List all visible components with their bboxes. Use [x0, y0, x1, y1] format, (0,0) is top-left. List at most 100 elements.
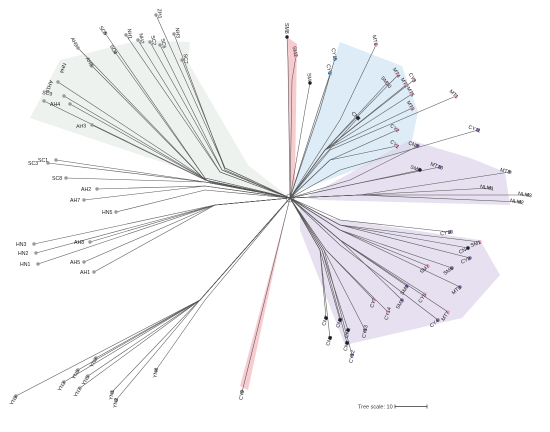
leaf-dot-hn1 — [36, 262, 40, 266]
leaf-label-hn1: HN1 — [20, 262, 30, 268]
leaf-dot-hn2 — [34, 251, 38, 255]
leaf-dot-sm9 — [405, 284, 409, 288]
branch-cn8 — [289, 145, 419, 199]
leaf-dot-cy2 — [395, 128, 399, 132]
branch-yn6 — [77, 197, 291, 371]
leaf-label-sc2: SC2 — [149, 35, 157, 46]
leaf-label-sm1: SM1 — [470, 240, 482, 249]
leaf-label-cy1: CY1 — [388, 139, 400, 150]
branch-hn1 — [37, 197, 291, 265]
leaf-label-mt2: MT2 — [399, 77, 409, 89]
leaf-label-nh3: NH3 — [174, 27, 181, 38]
leaf-label-cy6: CY6 — [325, 64, 333, 75]
leaf-dot-sm10 — [385, 81, 389, 85]
branch-ah5 — [83, 197, 291, 263]
leaf-label-cy9: CY9 — [238, 389, 246, 400]
leaf-label-nlm1: NLM1 — [479, 184, 494, 192]
leaf-label-cy4: CY4 — [429, 318, 441, 329]
red-clade-top — [287, 37, 297, 198]
leaf-label-cn1: CN1 — [344, 327, 353, 339]
leaf-label-cn4: CN4 — [458, 246, 470, 256]
leaf-label-cy13: CY13 — [361, 325, 369, 339]
leaf-label-mt8: MT8 — [499, 167, 511, 176]
leaf-label-hn3: HN3 — [16, 242, 26, 248]
leaf-label-sc5: SC5 — [97, 25, 108, 37]
leaf-label-hn2: HN2 — [18, 251, 28, 257]
branch-yn4 — [155, 197, 291, 371]
leaf-label-ah6: AH6 — [84, 56, 94, 68]
branch-ah7 — [83, 185, 291, 201]
leaf-label-yn6: YN6 — [71, 369, 81, 381]
leaf-label-sm8: SM8 — [283, 23, 289, 34]
leaf-dot-cy5 — [423, 292, 427, 296]
leaf-label-yn8: YN8 — [89, 357, 99, 369]
leaf-label-sm2: SM2 — [291, 46, 299, 58]
leaf-label-mt5: MT5 — [405, 86, 415, 98]
branch-nh2 — [137, 39, 291, 199]
leaf-dot-yn9 — [14, 394, 18, 398]
leaf-dot-cn2 — [345, 341, 349, 345]
leaf-dot-cy12 — [350, 353, 354, 357]
scale-bar: Tree scale: 10 — [358, 404, 428, 411]
branch-cy11 — [289, 129, 479, 199]
leaf-label-cy7: CY7 — [369, 297, 378, 309]
leaf-label-cy2: CY2 — [388, 123, 400, 134]
leaf-label-ah4: AH4 — [50, 102, 60, 108]
branch-ah1 — [93, 197, 291, 273]
leaf-dot-mt8 — [508, 170, 512, 174]
leaf-dot-ah10 — [42, 99, 46, 103]
branch-mt1 — [289, 95, 457, 199]
leaf-label-yn1: YN1 — [108, 389, 116, 400]
leaf-label-mt7: MT7 — [440, 310, 451, 322]
leaf-dot-sc5 — [103, 31, 107, 35]
branch-cy7 — [289, 197, 375, 301]
branch-yn1 — [111, 197, 291, 393]
leaf-label-cy8: CY8 — [460, 256, 472, 266]
leaf-label-ah9: AH9 — [69, 37, 79, 49]
leaf-dot-sc3 — [46, 161, 50, 165]
branch-sm4 — [289, 82, 311, 199]
leaf-label-cn3: CN3 — [350, 111, 362, 123]
leaf-label-sm9: SM9 — [399, 284, 410, 296]
leaf-dot-ah4 — [68, 102, 72, 106]
leaf-dot-cy9 — [240, 390, 244, 394]
leaf-dot-sm3 — [400, 298, 404, 302]
leaf-label-nh2: NH2 — [137, 33, 145, 44]
leaf-dot-sm8 — [285, 35, 289, 39]
leaf-dot-cy4 — [436, 318, 440, 322]
leaf-dot-sc2 — [148, 40, 152, 44]
leaf-label-sc3: SC3 — [28, 161, 38, 167]
leaf-dot-mt1 — [454, 94, 458, 98]
leaf-dot-yn2 — [114, 398, 118, 402]
branch-yn7 — [79, 197, 291, 389]
leaf-label-sc8: SC8 — [52, 176, 62, 182]
leaf-dot-cn5 — [338, 318, 342, 322]
leaf-dot-yn8 — [94, 356, 98, 360]
leaf-dot-sm7 — [426, 264, 430, 268]
leaf-dot-yn5 — [86, 374, 90, 378]
branch-yn3 — [63, 197, 291, 383]
root-node — [285, 193, 295, 203]
leaf-dot-cy14 — [386, 310, 390, 314]
leaf-dot-ah8 — [88, 240, 92, 244]
branch-mt10 — [289, 166, 441, 199]
leaf-label-sm7: SM7 — [419, 264, 431, 276]
leaf-dot-nh2 — [136, 38, 140, 42]
leaf-label-ah5: AH5 — [70, 260, 80, 266]
leaf-dot-cy15 — [333, 56, 337, 60]
leaf-dot-cn6 — [328, 336, 332, 340]
leaf-dot-nh1 — [124, 33, 128, 37]
leaf-label-mt1: MT1 — [448, 89, 460, 101]
leaf-dot-cn4 — [466, 246, 470, 250]
gray-clade — [30, 40, 290, 198]
leaf-label-cy12: CY12 — [348, 350, 356, 364]
leaf-dot-ah9 — [76, 46, 80, 50]
leaf-label-sm4: SM4 — [305, 73, 312, 84]
leaf-label-mt9: MT9 — [451, 285, 463, 296]
leaf-label-sc9: SC9 — [42, 90, 53, 98]
branches — [15, 14, 528, 401]
leaf-dot-nh4 — [56, 80, 60, 84]
leaf-dot-ah6 — [90, 64, 94, 68]
leaf-label-cn8: CN8 — [407, 141, 419, 150]
